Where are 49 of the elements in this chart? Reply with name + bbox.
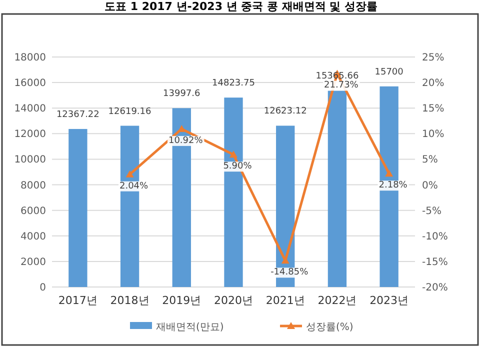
data-label: 13997.6 [163,89,201,100]
data-label: 12367.22 [56,110,100,120]
y-tick-label: 0 [40,282,46,294]
data-label: -14.85% [270,268,309,278]
y-tick-label: 2000 [20,256,46,268]
data-label: 21.73% [324,80,359,91]
y2-tick-label: 20% [422,78,444,90]
y2-tick-label: -10% [422,231,448,242]
legend-label: 재배면적(만묘) [156,322,224,333]
y-tick-label: 4000 [20,231,46,242]
x-tick-label: 2023년 [370,294,409,307]
bar [328,90,347,287]
point [281,256,290,264]
y-tick-label: 16000 [14,78,46,90]
y-tick-label: 14000 [14,104,46,115]
data-label: 14823.75 [212,78,255,89]
data-label: 10.92% [168,136,204,146]
point [178,124,186,132]
y-tick-label: 12000 [14,129,46,140]
y2-tick-label: -15% [422,256,448,268]
y-tick-label: 18000 [14,52,46,64]
x-tick-label: 2018년 [110,294,150,307]
data-label: 2.04% [119,181,149,192]
y-tick-label: 8000 [20,180,46,192]
y2-tick-label: 5% [422,154,438,166]
point [230,150,238,158]
y2-tick-label: 25% [422,52,444,64]
data-label: 5.90% [223,162,252,172]
point [385,170,394,177]
x-tick-label: 2021년 [266,294,305,307]
data-label: 2.18% [378,180,408,191]
y2-tick-label: 15% [422,104,444,115]
x-tick-label: 2019년 [162,294,202,307]
y-tick-label: 10000 [14,154,46,166]
chart-title: 도표 1 2017 년-2023 년 중국 콩 재배면적 및 성장률 [104,0,378,13]
legend-label: 성장률(%) [306,322,354,333]
point [126,170,134,178]
y-tick-label: 6000 [20,206,46,217]
y2-tick-label: -20% [422,282,448,294]
data-label: 12619.16 [108,106,152,117]
y2-tick-label: 0% [422,180,438,192]
data-label: 15700 [374,67,404,78]
x-tick-label: 2020년 [214,294,253,307]
data-label: 12623.12 [264,106,307,117]
y2-tick-label: -5% [422,206,442,217]
y2-tick-label: 10% [422,129,444,140]
x-tick-label: 2022년 [318,294,357,307]
x-tick-label: 2017년 [58,294,98,307]
bar [68,128,88,287]
